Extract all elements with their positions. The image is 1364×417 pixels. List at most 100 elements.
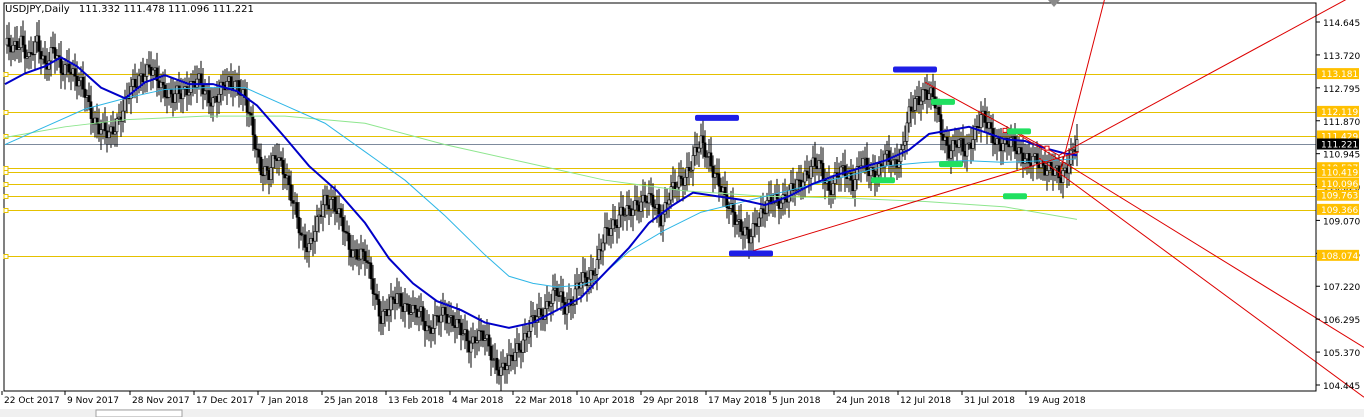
candle-body — [931, 87, 935, 98]
candle-body — [939, 114, 943, 135]
candle-body — [131, 78, 135, 87]
level-anchor[interactable] — [3, 182, 9, 187]
candle-body — [417, 311, 421, 318]
trend-line[interactable] — [1058, 0, 1107, 177]
candle-body — [571, 303, 575, 306]
candle-body — [117, 116, 121, 119]
candle-body — [713, 173, 717, 178]
candle-body — [1001, 143, 1005, 152]
candle-body — [71, 68, 75, 75]
candle-body — [869, 167, 873, 177]
candle-body — [623, 214, 627, 217]
candle-body — [63, 64, 67, 75]
candle-body — [279, 157, 283, 161]
candle-body — [165, 96, 169, 99]
candle-body — [1059, 177, 1063, 183]
level-label-bg — [1317, 105, 1359, 117]
candle-body — [11, 44, 15, 53]
candle-body — [877, 163, 881, 176]
candle-body — [329, 199, 333, 210]
candle-body — [759, 208, 763, 219]
time-tick-label: 25 Jan 2018 — [324, 396, 378, 406]
candle-body — [1021, 152, 1025, 164]
candle-body — [233, 80, 237, 91]
level-label: 112.119 — [1321, 108, 1358, 118]
trend-line[interactable] — [1012, 130, 1364, 348]
candle-body — [921, 89, 925, 102]
candle-body — [733, 211, 737, 225]
candle-body — [207, 90, 211, 104]
level-anchor[interactable] — [3, 170, 9, 175]
candle-body — [1025, 153, 1029, 160]
moving-average-slow[interactable] — [4, 115, 1078, 220]
candle-body — [357, 258, 361, 261]
trend-line[interactable] — [1038, 157, 1364, 398]
candle-body — [849, 173, 853, 181]
price-tick-label: 112.795 — [1323, 85, 1360, 95]
moving-average-fast[interactable] — [4, 56, 1078, 329]
level-anchor[interactable] — [3, 166, 9, 171]
chart-tab[interactable] — [95, 409, 183, 417]
level-anchor[interactable] — [3, 110, 9, 115]
level-anchor[interactable] — [3, 134, 9, 139]
shift-end-marker-icon[interactable] — [1048, 0, 1060, 7]
trend-line[interactable] — [924, 81, 1060, 156]
candle-body — [295, 202, 299, 218]
level-label: 110.419 — [1321, 168, 1358, 178]
blue-marker[interactable] — [893, 66, 937, 73]
candle-body — [543, 308, 547, 320]
moving-average-mid[interactable] — [4, 87, 1078, 288]
level-anchor[interactable] — [3, 194, 9, 199]
time-tick-label: 12 Jul 2018 — [900, 396, 951, 406]
green-marker[interactable] — [939, 161, 963, 168]
candle-body — [339, 208, 343, 218]
trend-line[interactable] — [1058, 0, 1364, 156]
blue-marker[interactable] — [729, 250, 773, 257]
candle-body — [153, 67, 157, 71]
candle-body — [639, 201, 643, 212]
candle-body — [213, 96, 217, 98]
candle-body — [173, 93, 177, 103]
current-price-label: 111.221 — [1321, 141, 1358, 151]
level-anchor[interactable] — [3, 72, 9, 77]
candle-body — [743, 226, 747, 236]
level-anchor[interactable] — [3, 254, 9, 259]
candle-body — [687, 167, 691, 172]
candle-body — [451, 315, 455, 326]
blue-marker[interactable] — [695, 114, 739, 121]
candle-body — [97, 123, 101, 135]
candle-body — [227, 76, 231, 82]
candle-body — [521, 339, 525, 353]
candle-body — [107, 131, 111, 139]
green-marker[interactable] — [871, 177, 895, 184]
trend-anchor[interactable] — [1044, 145, 1050, 151]
trend-anchor[interactable] — [1002, 127, 1008, 133]
green-marker[interactable] — [1003, 193, 1027, 200]
candle-body — [37, 35, 41, 52]
candle-body — [561, 291, 565, 303]
green-marker[interactable] — [931, 98, 955, 105]
candle-body — [1069, 149, 1073, 165]
candle-body — [507, 354, 511, 367]
candle-body — [205, 90, 209, 92]
trend-line[interactable] — [750, 151, 1080, 252]
candle-body — [1053, 167, 1057, 176]
time-tick-label: 24 Jun 2018 — [836, 396, 890, 406]
candle-body — [95, 117, 99, 125]
candle-body — [111, 126, 115, 135]
candle-body — [345, 231, 349, 234]
level-anchor[interactable] — [3, 208, 9, 213]
candle-body — [833, 172, 837, 184]
candle-body — [597, 249, 601, 260]
candle-body — [103, 122, 107, 132]
candle-body — [705, 156, 709, 158]
candle-body — [169, 88, 173, 95]
candle-body — [685, 167, 689, 178]
time-tick-label: 4 Mar 2018 — [452, 396, 504, 406]
green-marker[interactable] — [1007, 128, 1031, 135]
candle-body — [191, 80, 195, 83]
candle-body — [287, 175, 291, 186]
level-label-bg — [1317, 189, 1359, 201]
candle-body — [831, 183, 835, 195]
